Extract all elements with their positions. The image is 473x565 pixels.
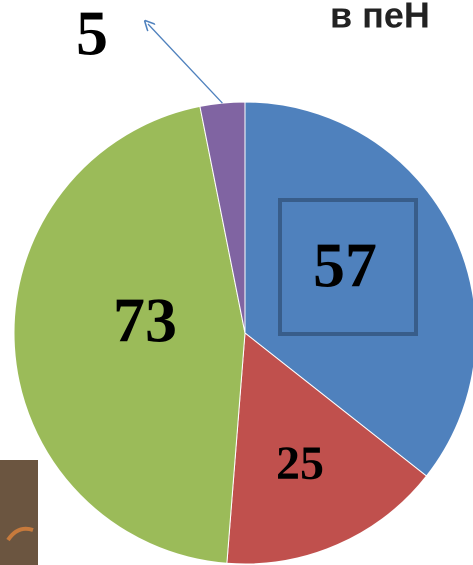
data-label: 73 (113, 285, 177, 356)
data-label: 5 (76, 0, 108, 69)
data-label: 57 (313, 230, 377, 301)
photo-thumbnail (0, 460, 38, 565)
chart-title: в пеН (330, 0, 430, 36)
data-label: 25 (276, 437, 324, 490)
callout-arrow (148, 24, 222, 103)
chart: в пеН 57 25 73 5 (0, 0, 473, 565)
